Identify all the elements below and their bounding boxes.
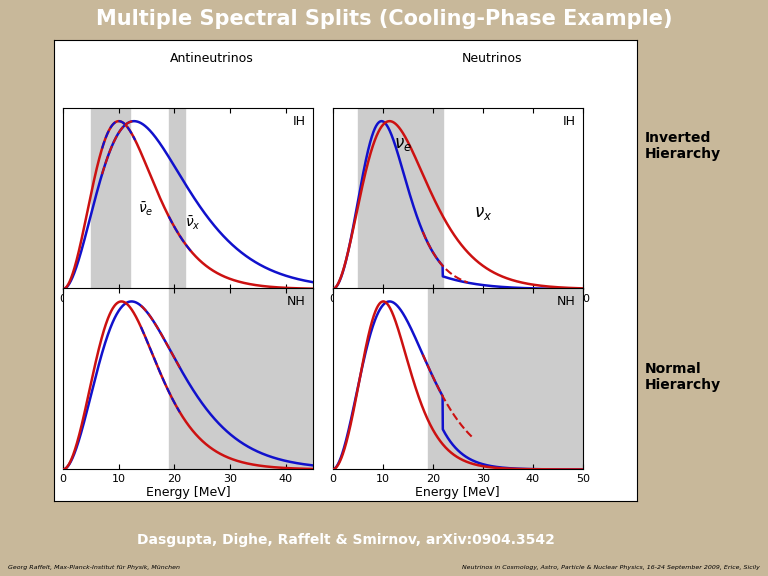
Text: Normal
Hierarchy: Normal Hierarchy	[645, 362, 721, 392]
Text: IH: IH	[562, 115, 575, 128]
Bar	[91, 108, 130, 289]
Text: Neutrinos in Cosmology, Astro, Particle & Nuclear Physics, 16-24 September 2009,: Neutrinos in Cosmology, Astro, Particle …	[462, 565, 760, 570]
Bar	[169, 288, 313, 469]
X-axis label: Energy [MeV]: Energy [MeV]	[146, 486, 230, 499]
X-axis label: Energy [MeV]: Energy [MeV]	[415, 486, 500, 499]
Text: Dasgupta, Dighe, Raffelt & Smirnov, arXiv:0904.3542: Dasgupta, Dighe, Raffelt & Smirnov, arXi…	[137, 533, 554, 547]
Text: IH: IH	[293, 115, 306, 128]
Text: Multiple Spectral Splits (Cooling-Phase Example): Multiple Spectral Splits (Cooling-Phase …	[96, 9, 672, 29]
Text: $\bar{\nu}_e$: $\bar{\nu}_e$	[138, 200, 154, 218]
Text: Neutrinos: Neutrinos	[462, 52, 521, 65]
Text: Inverted
Hierarchy: Inverted Hierarchy	[645, 131, 721, 161]
Text: $\nu_e$: $\nu_e$	[394, 135, 412, 153]
Text: NH: NH	[557, 295, 575, 308]
Bar	[428, 288, 583, 469]
Text: $\bar{\nu}_x$: $\bar{\nu}_x$	[185, 215, 201, 233]
Bar	[169, 108, 185, 289]
Text: Antineutrinos: Antineutrinos	[170, 52, 253, 65]
Bar	[358, 108, 442, 289]
Text: $\nu_x$: $\nu_x$	[474, 204, 492, 222]
Text: Georg Raffelt, Max-Planck-Institut für Physik, München: Georg Raffelt, Max-Planck-Institut für P…	[8, 565, 180, 570]
Text: NH: NH	[287, 295, 306, 308]
